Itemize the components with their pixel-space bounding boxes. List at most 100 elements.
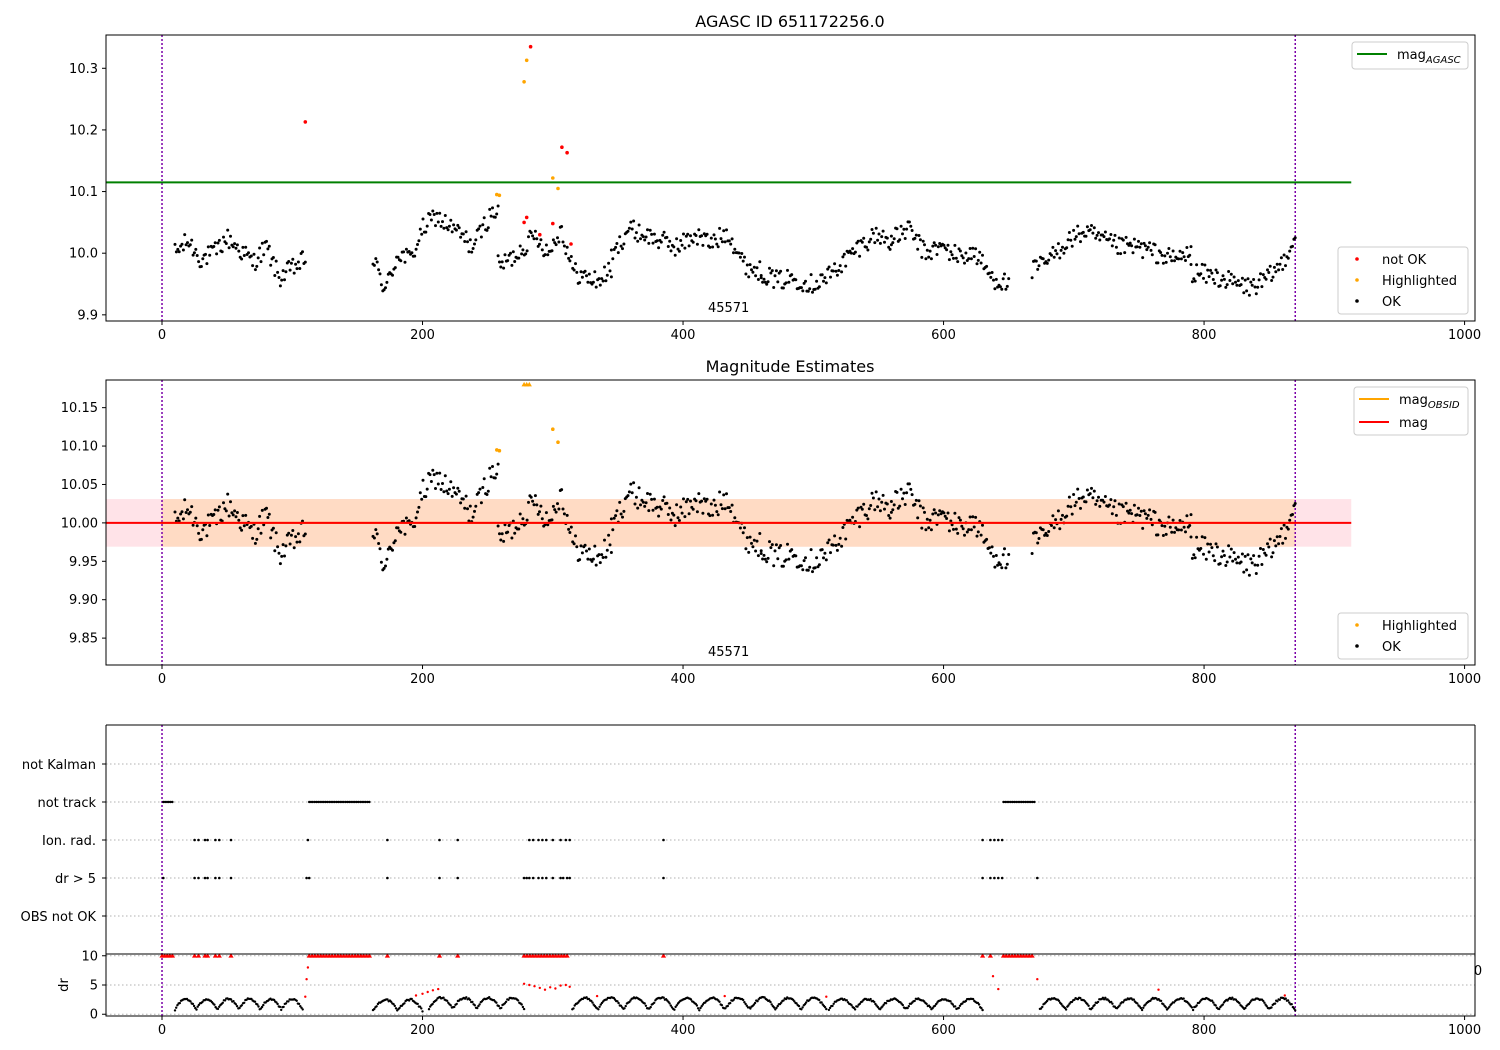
ok-point bbox=[833, 534, 837, 538]
y-tick-label: 10.15 bbox=[61, 401, 98, 416]
y-tick-label: 5 bbox=[90, 979, 98, 994]
ok-point bbox=[665, 501, 669, 505]
ok-point bbox=[509, 251, 512, 255]
ok-point bbox=[1146, 245, 1150, 249]
ok-point bbox=[1228, 279, 1232, 282]
ok-point bbox=[618, 235, 622, 239]
ok-point bbox=[841, 526, 845, 529]
ok-point bbox=[1173, 259, 1176, 263]
ok-point bbox=[1077, 232, 1081, 236]
flag-point bbox=[351, 800, 355, 804]
highlighted-point bbox=[497, 448, 502, 453]
ok-point bbox=[1072, 493, 1076, 496]
ok-point bbox=[1260, 285, 1264, 289]
dr-point bbox=[522, 1007, 526, 1011]
ok-point bbox=[1167, 247, 1171, 250]
ok-point bbox=[284, 270, 288, 274]
dr-red-point bbox=[538, 986, 541, 990]
ok-point bbox=[586, 557, 590, 561]
ok-point bbox=[205, 534, 209, 538]
ok-point bbox=[503, 523, 507, 527]
ok-point bbox=[240, 528, 244, 532]
ok-point bbox=[562, 244, 566, 248]
ok-point bbox=[1034, 531, 1038, 535]
dr-limit-marker bbox=[660, 953, 667, 958]
ok-point bbox=[862, 502, 866, 506]
ok-point bbox=[391, 548, 394, 552]
ok-point bbox=[831, 269, 835, 273]
ok-point bbox=[259, 260, 263, 264]
ok-point bbox=[291, 257, 295, 261]
ok-point bbox=[420, 232, 424, 236]
dr-point bbox=[435, 999, 438, 1002]
ok-point bbox=[1150, 523, 1154, 527]
ok-point bbox=[873, 241, 877, 245]
ok-point bbox=[648, 228, 652, 232]
ok-point bbox=[747, 275, 751, 279]
ok-point bbox=[829, 551, 832, 555]
ok-point bbox=[1220, 278, 1224, 282]
ok-point bbox=[608, 269, 612, 273]
ok-point bbox=[655, 505, 659, 509]
ok-point bbox=[1116, 252, 1120, 255]
ok-point bbox=[761, 557, 765, 561]
ok-point bbox=[1003, 547, 1006, 551]
ok-point bbox=[593, 544, 597, 548]
ok-point bbox=[942, 511, 946, 515]
ok-point bbox=[629, 220, 633, 224]
ok-point bbox=[511, 519, 515, 523]
ok-point bbox=[794, 278, 798, 282]
ok-point bbox=[520, 252, 524, 256]
ok-point bbox=[216, 508, 220, 512]
ok-point bbox=[702, 497, 706, 501]
ok-point bbox=[231, 245, 235, 249]
ok-point bbox=[1148, 241, 1152, 245]
ok-point bbox=[488, 466, 492, 470]
flag-point bbox=[165, 800, 169, 804]
ok-point bbox=[424, 495, 428, 499]
y-tick-label: 10.00 bbox=[61, 516, 98, 531]
ok-point bbox=[470, 250, 474, 254]
ok-point bbox=[686, 232, 690, 236]
ok-point bbox=[1066, 238, 1070, 242]
ok-point bbox=[744, 272, 748, 276]
ok-point bbox=[730, 237, 734, 241]
ok-point bbox=[989, 551, 993, 555]
ok-point bbox=[1036, 267, 1040, 271]
ok-point bbox=[1189, 513, 1193, 517]
ok-point bbox=[1256, 563, 1260, 567]
ok-point bbox=[1204, 557, 1208, 561]
y-tick-label: 10.3 bbox=[69, 62, 98, 77]
ok-point bbox=[479, 501, 483, 505]
ok-point bbox=[605, 548, 609, 552]
ok-point bbox=[217, 238, 221, 242]
ok-point bbox=[1055, 252, 1059, 256]
dr-point bbox=[253, 1000, 257, 1003]
ok-point bbox=[562, 512, 566, 516]
ok-point bbox=[1004, 566, 1008, 570]
ok-point bbox=[274, 531, 278, 535]
dr-point bbox=[951, 1003, 954, 1006]
ok-point bbox=[871, 496, 875, 500]
ok-point bbox=[945, 248, 949, 252]
dr-point bbox=[933, 1004, 937, 1007]
dr-point bbox=[1121, 1001, 1125, 1004]
flag-point bbox=[1004, 800, 1007, 804]
ok-point bbox=[234, 246, 238, 250]
dr-axis-label: dr bbox=[57, 978, 72, 992]
ok-point bbox=[723, 240, 727, 244]
ok-point bbox=[1109, 233, 1113, 236]
ok-point bbox=[683, 515, 687, 519]
ok-point bbox=[567, 256, 571, 260]
ok-point bbox=[432, 213, 436, 216]
ok-point bbox=[265, 239, 268, 243]
dr-point bbox=[804, 1001, 808, 1004]
dr-point bbox=[753, 1001, 757, 1005]
ok-point bbox=[174, 250, 178, 254]
ok-point bbox=[201, 528, 205, 532]
ok-point bbox=[929, 257, 933, 261]
flag-point bbox=[368, 800, 371, 804]
ok-point bbox=[438, 211, 442, 215]
ok-point bbox=[527, 500, 530, 504]
dr-point bbox=[1284, 997, 1287, 1000]
